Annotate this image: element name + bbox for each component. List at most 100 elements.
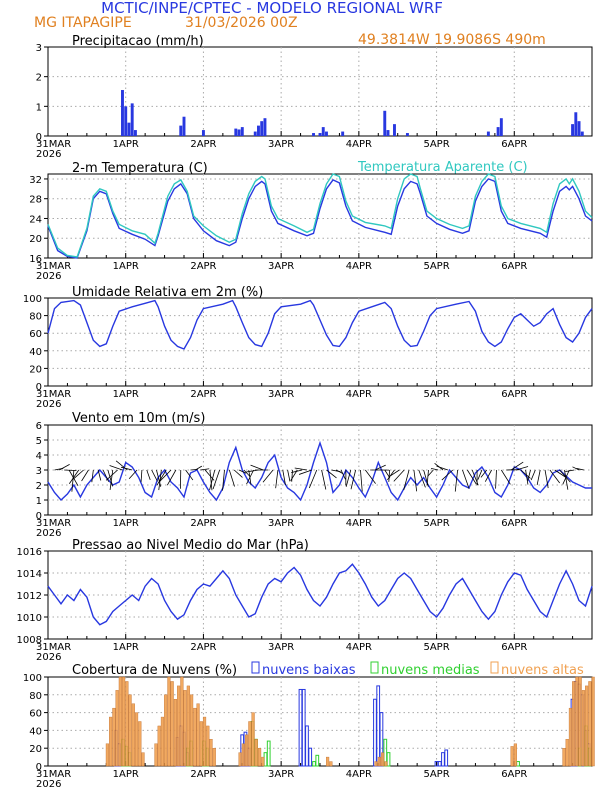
high-cloud-bar [173,699,177,767]
precip-bar [393,124,396,136]
wind-arrow [107,469,113,487]
high-cloud-bar [134,712,139,767]
precip-bar [121,90,124,136]
wind-arrow [536,469,541,486]
y-tick-label: 5 [36,436,42,447]
mid-cloud-bar [516,761,520,767]
x-tick-label: 31MAR [36,518,71,529]
high-cloud-bar [254,739,258,767]
wind-arrow [262,469,274,483]
high-cloud-bar [329,761,333,767]
precip-bar [405,133,409,136]
temp-apparent-legend: Temperatura Aparente (C) [357,160,528,175]
wind-arrow [350,469,357,490]
precip-bar [571,124,575,136]
wind-arrow [466,469,477,485]
precip-bar [574,112,578,136]
x-tick-label: 3APR [268,261,294,272]
precip-bar [325,131,328,136]
high-cloud-bar [105,743,109,767]
high-cloud-bar [115,690,119,767]
high-cloud-bar [575,676,579,767]
x-tick-label: 5APR [423,769,449,780]
x-tick-label: 4APR [346,389,372,400]
low-cloud-bar [444,749,449,767]
coords-label: 49.3814W 19.9086S 490m [358,32,546,48]
high-cloud-bar [513,743,517,767]
wind-arrow [159,469,172,482]
wind-arrow [515,466,529,471]
high-cloud-bar [180,676,184,767]
x-tick-label: 6APR [501,518,527,529]
wind-arrow [321,469,327,490]
high-cloud-bar [374,761,378,767]
wind-arrow [564,469,569,490]
wind-arrow [386,469,395,481]
low-cloud-bar [305,725,309,767]
y-tick-label: 0 [36,762,42,773]
wind-arrow [525,469,529,485]
y-tick-label: 3 [36,466,42,477]
wind-arrow [151,469,158,482]
y-tick-label: 60 [29,709,42,720]
wind-arrow [430,468,439,471]
high-cloud-bar [193,707,197,767]
legend-low-label: nuvens baixas [262,663,356,678]
y-tick-label: 80 [29,691,42,702]
x-tick-label: 3APR [268,642,294,653]
wind-arrow [527,469,531,481]
y-tick-label: 4 [36,451,42,462]
high-cloud-bar [261,756,265,767]
wind-arrow [365,469,376,484]
apparent-temperature-line [47,173,593,258]
legend-high-label: nuvens altas [501,663,584,678]
wind-arrow [291,469,293,482]
x-tick-label: 4APR [346,139,372,150]
y-tick-label: 2 [36,481,42,492]
x-tick-label: 2APR [190,139,216,150]
wind-arrow [246,469,254,485]
high-cloud-bar [251,712,255,767]
precip-panel-title: Precipitacao (mm/h) [72,34,204,49]
wind-arrow [374,464,386,471]
wind-arrow [91,469,94,483]
series-line [47,178,593,259]
x-tick-label: 31MAR [36,769,71,780]
wind-arrow [477,469,483,480]
wind-arrow [462,469,470,489]
wind-arrow [426,469,429,486]
wind-arrow [441,469,454,481]
precip-bar [496,127,500,136]
y-tick-label: 60 [29,329,42,340]
mid-cloud-bar [263,752,268,767]
wind-arrow [120,466,133,471]
wind-arrow [549,469,561,484]
x-tick-label: 3APR [268,769,294,780]
wind-arrow [326,469,337,479]
series-line [47,299,593,350]
high-cloud-bar [154,743,158,767]
wind-arrow [156,469,167,486]
high-cloud-bar [245,734,249,767]
precip-bar [127,122,131,136]
high-cloud-bar [109,716,113,767]
mid-cloud-bar [386,752,391,767]
wind-arrow [291,469,303,473]
y-tick-label: 1016 [17,547,42,558]
clouds-panel-title: Cobertura de Nuvens (%) [72,663,237,678]
high-cloud-bar [177,685,181,767]
y-tick-label: 1014 [17,569,42,580]
wind-arrow [228,469,235,487]
y-tick-label: 100 [23,294,42,305]
x-tick-label: 2026 [36,528,61,539]
wind-arrow [554,469,568,479]
wind-arrow [209,469,216,491]
wind-arrow [128,469,138,480]
precip-bar [257,125,260,136]
high-cloud-bar [238,752,242,767]
high-cloud-bar [377,756,381,767]
precip-bar [263,118,267,136]
high-cloud-bar [157,725,161,767]
precip-bar [499,118,503,136]
wind-arrow [212,469,220,490]
